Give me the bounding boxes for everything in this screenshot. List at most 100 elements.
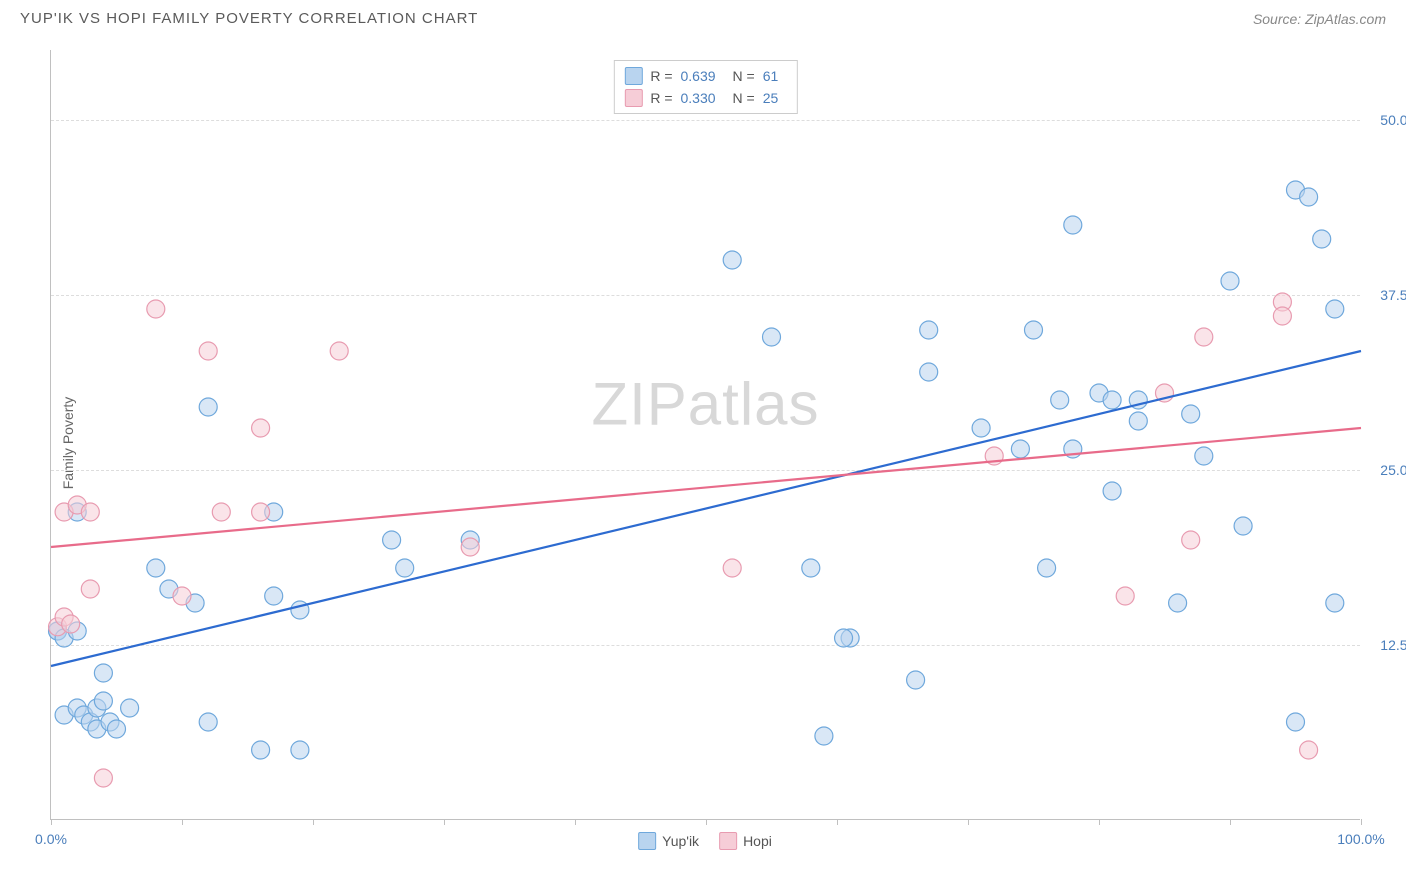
chart-container: Family Poverty ZIPatlas 12.5%25.0%37.5%5… bbox=[50, 50, 1360, 820]
legend-r-value: 0.330 bbox=[681, 87, 725, 109]
scatter-point bbox=[1195, 328, 1213, 346]
x-tick bbox=[1099, 819, 1100, 825]
scatter-point bbox=[147, 300, 165, 318]
scatter-point bbox=[1273, 307, 1291, 325]
scatter-point bbox=[1234, 517, 1252, 535]
scatter-point bbox=[972, 419, 990, 437]
scatter-point bbox=[1011, 440, 1029, 458]
trend-line bbox=[51, 351, 1361, 666]
scatter-point bbox=[330, 342, 348, 360]
scatter-point bbox=[907, 671, 925, 689]
legend-correlation: R = 0.639 N = 61 R = 0.330 N = 25 bbox=[613, 60, 797, 114]
header: YUP'IK VS HOPI FAMILY POVERTY CORRELATIO… bbox=[0, 0, 1406, 35]
scatter-point bbox=[835, 629, 853, 647]
scatter-point bbox=[1116, 587, 1134, 605]
scatter-point bbox=[1313, 230, 1331, 248]
scatter-point bbox=[396, 559, 414, 577]
legend-r-value: 0.639 bbox=[681, 65, 725, 87]
scatter-point bbox=[1129, 412, 1147, 430]
x-tick bbox=[706, 819, 707, 825]
scatter-point bbox=[252, 419, 270, 437]
scatter-point bbox=[802, 559, 820, 577]
scatter-point bbox=[62, 615, 80, 633]
legend-swatch bbox=[624, 67, 642, 85]
scatter-point bbox=[723, 559, 741, 577]
legend-r-label: R = bbox=[650, 87, 672, 109]
scatter-point bbox=[1300, 188, 1318, 206]
x-tick bbox=[1361, 819, 1362, 825]
scatter-point bbox=[1103, 391, 1121, 409]
scatter-point bbox=[1221, 272, 1239, 290]
legend-row: R = 0.639 N = 61 bbox=[624, 65, 786, 87]
x-tick bbox=[182, 819, 183, 825]
scatter-point bbox=[81, 580, 99, 598]
scatter-point bbox=[920, 363, 938, 381]
legend-r-label: R = bbox=[650, 65, 672, 87]
legend-series: Yup'ik Hopi bbox=[638, 832, 772, 850]
x-tick-label: 0.0% bbox=[35, 831, 67, 847]
plot-area: ZIPatlas 12.5%25.0%37.5%50.0% 0.0%100.0%… bbox=[50, 50, 1360, 820]
x-tick bbox=[1230, 819, 1231, 825]
scatter-point bbox=[94, 692, 112, 710]
scatter-point bbox=[1195, 447, 1213, 465]
x-tick bbox=[51, 819, 52, 825]
x-tick bbox=[575, 819, 576, 825]
scatter-point bbox=[1103, 482, 1121, 500]
scatter-point bbox=[81, 503, 99, 521]
scatter-point bbox=[461, 538, 479, 556]
legend-n-label: N = bbox=[733, 87, 755, 109]
scatter-point bbox=[199, 342, 217, 360]
scatter-point bbox=[1182, 405, 1200, 423]
scatter-point bbox=[1326, 300, 1344, 318]
scatter-point bbox=[94, 664, 112, 682]
scatter-point bbox=[252, 503, 270, 521]
plot-svg bbox=[51, 50, 1360, 819]
legend-n-label: N = bbox=[733, 65, 755, 87]
legend-label: Hopi bbox=[743, 833, 772, 849]
y-tick-label: 25.0% bbox=[1365, 462, 1406, 478]
chart-title: YUP'IK VS HOPI FAMILY POVERTY CORRELATIO… bbox=[20, 10, 478, 27]
legend-n-value: 25 bbox=[763, 87, 787, 109]
scatter-point bbox=[265, 587, 283, 605]
x-tick bbox=[444, 819, 445, 825]
x-tick bbox=[968, 819, 969, 825]
legend-swatch bbox=[719, 832, 737, 850]
scatter-point bbox=[1025, 321, 1043, 339]
y-tick-label: 12.5% bbox=[1365, 637, 1406, 653]
scatter-point bbox=[199, 398, 217, 416]
x-tick bbox=[837, 819, 838, 825]
scatter-point bbox=[920, 321, 938, 339]
source-label: Source: ZipAtlas.com bbox=[1253, 11, 1386, 27]
scatter-point bbox=[199, 713, 217, 731]
y-tick-label: 37.5% bbox=[1365, 287, 1406, 303]
scatter-point bbox=[1038, 559, 1056, 577]
scatter-point bbox=[121, 699, 139, 717]
trend-line bbox=[51, 428, 1361, 547]
legend-label: Yup'ik bbox=[662, 833, 699, 849]
scatter-point bbox=[1326, 594, 1344, 612]
scatter-point bbox=[147, 559, 165, 577]
legend-item: Hopi bbox=[719, 832, 772, 850]
scatter-point bbox=[723, 251, 741, 269]
legend-swatch bbox=[638, 832, 656, 850]
scatter-point bbox=[252, 741, 270, 759]
scatter-point bbox=[1300, 741, 1318, 759]
scatter-point bbox=[94, 769, 112, 787]
scatter-point bbox=[108, 720, 126, 738]
x-tick bbox=[313, 819, 314, 825]
scatter-point bbox=[291, 741, 309, 759]
legend-n-value: 61 bbox=[763, 65, 787, 87]
scatter-point bbox=[1182, 531, 1200, 549]
legend-swatch bbox=[624, 89, 642, 107]
scatter-point bbox=[763, 328, 781, 346]
scatter-point bbox=[383, 531, 401, 549]
legend-row: R = 0.330 N = 25 bbox=[624, 87, 786, 109]
y-tick-label: 50.0% bbox=[1365, 112, 1406, 128]
scatter-point bbox=[1287, 713, 1305, 731]
legend-item: Yup'ik bbox=[638, 832, 699, 850]
scatter-point bbox=[212, 503, 230, 521]
scatter-point bbox=[815, 727, 833, 745]
scatter-point bbox=[1051, 391, 1069, 409]
scatter-point bbox=[1169, 594, 1187, 612]
scatter-point bbox=[173, 587, 191, 605]
